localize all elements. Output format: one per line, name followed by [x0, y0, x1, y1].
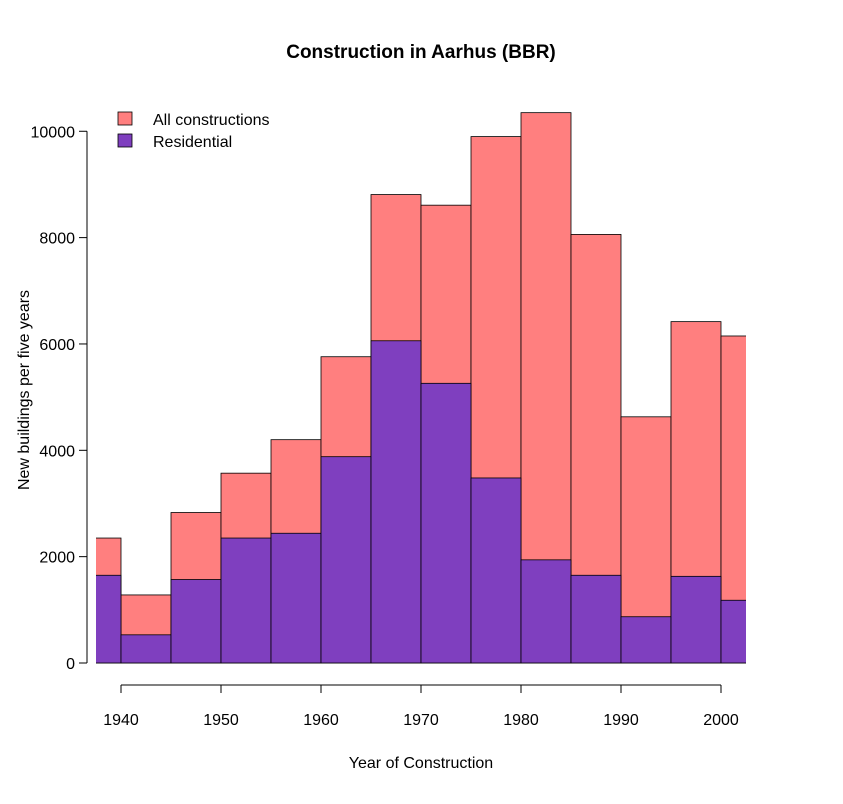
- bar-residential-1955: [270, 532, 322, 664]
- bar-residential-1965: [370, 340, 422, 664]
- y-tick-label-6000: 6000: [39, 337, 75, 354]
- x-tick-label-1950: 1950: [203, 712, 239, 729]
- bar-residential-1995: [670, 575, 722, 664]
- bar-residential-1950: [220, 537, 272, 664]
- x-axis: 1940 1950 1960 1970 1980 1990 2000: [103, 684, 739, 729]
- series-residential: [96, 340, 746, 664]
- legend-label-0: All constructions: [153, 112, 270, 129]
- y-tick-label-8000: 8000: [39, 231, 75, 248]
- y-axis: 0 2000 4000 6000 8000 10000: [31, 124, 88, 673]
- y-tick-label-4000: 4000: [39, 443, 75, 460]
- x-tick-label-1970: 1970: [403, 712, 439, 729]
- bar-residential-1945: [170, 579, 222, 664]
- bar-residential-1970: [420, 382, 472, 664]
- y-axis-label: New buildings per five years: [16, 290, 33, 490]
- bar-residential-1975: [470, 477, 522, 664]
- y-tick-label-2000: 2000: [39, 550, 75, 567]
- x-tick-label-1940: 1940: [103, 712, 139, 729]
- plot-area: [96, 112, 746, 664]
- bar-residential-1985: [570, 574, 622, 664]
- bar-residential-2000: [720, 599, 746, 664]
- x-tick-label-1980: 1980: [503, 712, 539, 729]
- legend: All constructions Residential: [117, 111, 270, 151]
- x-tick-label-2000: 2000: [703, 712, 739, 729]
- x-tick-label-1960: 1960: [303, 712, 339, 729]
- y-tick-label-0: 0: [66, 656, 75, 673]
- legend-swatch-1: [117, 133, 133, 148]
- x-axis-label: Year of Construction: [349, 755, 493, 772]
- bar-residential-1980: [520, 559, 572, 664]
- bar-residential-1935: [96, 574, 122, 664]
- bar-residential-1940: [120, 634, 172, 664]
- bar-residential-1990: [620, 616, 672, 664]
- legend-label-1: Residential: [153, 134, 232, 151]
- y-tick-label-10000: 10000: [31, 124, 76, 141]
- chart-title: Construction in Aarhus (BBR): [286, 42, 556, 63]
- x-tick-label-1990: 1990: [603, 712, 639, 729]
- legend-swatch-0: [117, 111, 133, 126]
- bar-residential-1960: [320, 456, 372, 664]
